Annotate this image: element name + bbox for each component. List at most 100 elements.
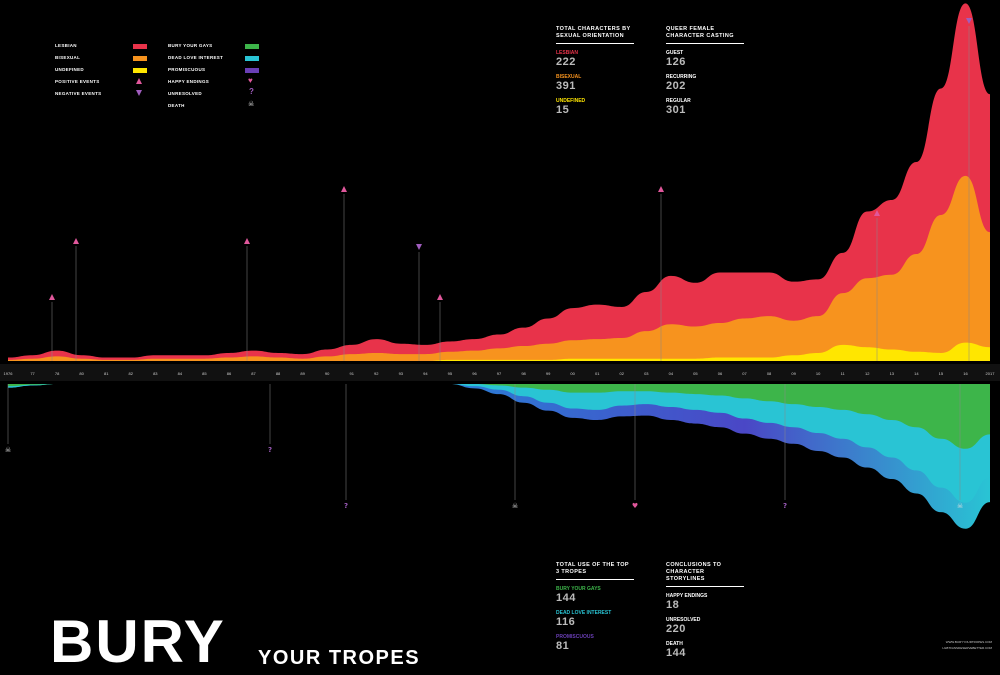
year-tick-label: 92 <box>374 371 379 376</box>
stats-tropes: TOTAL USE OF THE TOP 3 TROPES BURY YOUR … <box>556 562 634 652</box>
year-tick-label: 82 <box>129 371 134 376</box>
title-sub: YOUR TROPES <box>258 647 421 669</box>
legend-item-bisexual: BISEXUAL <box>55 55 81 60</box>
stat-unresolved-value: 220 <box>666 622 686 635</box>
upper-area-chart <box>8 3 990 361</box>
stat-promiscuous-value: 81 <box>556 639 570 652</box>
swatch-bury-your-gays <box>245 44 259 49</box>
year-tick-label: 01 <box>595 371 600 376</box>
year-tick-label: 88 <box>276 371 281 376</box>
year-tick-label: 13 <box>890 371 895 376</box>
legend-item-happy-endings: HAPPY ENDINGS <box>168 79 210 84</box>
triangle-up-icon <box>136 78 142 84</box>
year-tick-label: 83 <box>153 371 158 376</box>
stat-lesbian-value: 222 <box>556 55 576 68</box>
year-tick-label: 80 <box>79 371 84 376</box>
stat-bury-value: 144 <box>556 591 576 604</box>
year-tick-label: 78 <box>55 371 60 376</box>
heart-icon: ♥ <box>632 502 638 510</box>
stat-bisexual-label: BISEXUAL <box>556 73 582 80</box>
question-icon: ? <box>344 502 348 510</box>
positive-event-icon <box>49 294 55 300</box>
question-icon: ? <box>249 87 254 96</box>
positive-event-icon <box>244 238 250 244</box>
lower-area-chart <box>8 384 990 529</box>
skull-icon: ☠ <box>957 502 963 510</box>
year-tick-label: 98 <box>521 371 526 376</box>
question-icon: ? <box>783 502 787 510</box>
stat-regular-label: REGULAR <box>666 97 691 104</box>
year-tick-label: 95 <box>448 371 453 376</box>
skull-icon: ☠ <box>248 101 255 108</box>
year-tick-label: 15 <box>939 371 944 376</box>
stat-death-value: 144 <box>666 646 686 659</box>
year-tick-label: 09 <box>791 371 796 376</box>
year-tick-label: 81 <box>104 371 109 376</box>
skull-icon: ☠ <box>5 446 11 454</box>
legend-item-undefined: UNDEFINED <box>55 67 84 72</box>
stats-orientation-header: TOTAL CHARACTERS BY SEXUAL ORIENTATION <box>556 26 634 44</box>
year-tick-label: 02 <box>620 371 625 376</box>
year-tick-label: 10 <box>816 371 821 376</box>
credit-line-1: WWW.BURYYOURTROPES.COM <box>945 640 992 644</box>
year-tick-label: 04 <box>669 371 674 376</box>
stat-undefined-value: 15 <box>556 103 570 116</box>
year-tick-label: 96 <box>472 371 477 376</box>
legend-item-promiscuous: PROMISCUOUS <box>168 67 206 72</box>
year-tick-label: 93 <box>399 371 404 376</box>
axis-band <box>0 364 1000 381</box>
negative-event-icon <box>966 18 972 24</box>
stat-guest-value: 126 <box>666 55 686 68</box>
year-tick-label: 91 <box>349 371 354 376</box>
area-bisexual <box>8 175 990 361</box>
legend-item-negative: NEGATIVE EVENTS <box>55 91 102 96</box>
area-bury-your-gays <box>8 384 990 449</box>
year-tick-label: 00 <box>570 371 575 376</box>
year-tick-label: 1976 <box>4 371 14 376</box>
credit-line-2: LGBTFANSDESERVEBETTER.COM <box>942 646 992 650</box>
year-tick-label: 97 <box>497 371 502 376</box>
stats-conclusions-header: CONCLUSIONS TO CHARACTER STORYLINES <box>666 562 744 587</box>
legend-item-positive: POSITIVE EVENTS <box>55 79 100 84</box>
year-tick-label: 99 <box>546 371 551 376</box>
stats-tropes-header: TOTAL USE OF THE TOP 3 TROPES <box>556 562 634 580</box>
legend-item-death: DEATH <box>168 103 185 108</box>
stat-guest-label: GUEST <box>666 49 684 56</box>
positive-event-icon <box>341 186 347 192</box>
area-dead-love-interest <box>8 384 990 503</box>
year-tick-label: 14 <box>914 371 919 376</box>
stat-recurring-value: 202 <box>666 79 686 92</box>
year-tick-label: 16 <box>963 371 968 376</box>
year-tick-label: 77 <box>30 371 35 376</box>
swatch-promiscuous <box>245 68 259 73</box>
area-undefined <box>8 342 990 361</box>
year-tick-label: 85 <box>202 371 207 376</box>
legend-item-dead-love-interest: DEAD LOVE INTEREST <box>168 55 224 60</box>
positive-event-icon <box>658 186 664 192</box>
swatch-bisexual <box>133 56 147 61</box>
swatch-dead-love-interest <box>245 56 259 61</box>
swatch-undefined <box>133 68 147 73</box>
stats-casting: QUEER FEMALE CHARACTER CASTING GUEST 126… <box>666 26 744 116</box>
positive-event-icon <box>437 294 443 300</box>
event-markers: ☠?? ☠ ♥? ☠ <box>5 18 972 510</box>
stat-unresolved-label: UNRESOLVED <box>666 616 701 623</box>
stats-orientation: TOTAL CHARACTERS BY SEXUAL ORIENTATION L… <box>556 26 634 116</box>
stat-dead-love-value: 116 <box>556 615 576 628</box>
year-tick-label: 90 <box>325 371 330 376</box>
year-tick-label: 86 <box>227 371 232 376</box>
year-tick-label: 08 <box>767 371 772 376</box>
stat-promiscuous-label: PROMISCUOUS <box>556 633 594 640</box>
negative-event-icon <box>416 244 422 250</box>
swatch-lesbian <box>133 44 147 49</box>
stat-recurring-label: RECURRING <box>666 73 697 80</box>
triangle-down-icon <box>136 90 142 96</box>
skull-icon: ☠ <box>512 502 518 510</box>
positive-event-icon <box>874 210 880 216</box>
year-tick-label: 2017 <box>986 371 996 376</box>
year-tick-label: 94 <box>423 371 428 376</box>
stat-happy-value: 18 <box>666 598 680 611</box>
stats-conclusions: CONCLUSIONS TO CHARACTER STORYLINES HAPP… <box>666 562 744 659</box>
stat-undefined-label: UNDEFINED <box>556 97 586 104</box>
